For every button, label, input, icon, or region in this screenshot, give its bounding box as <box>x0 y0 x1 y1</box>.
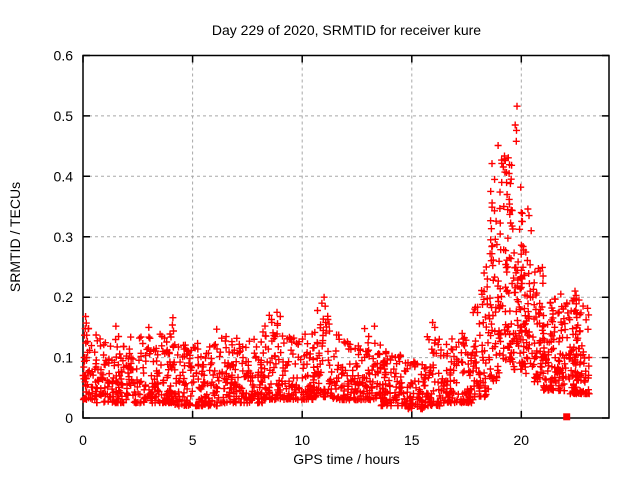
tick-marks <box>82 54 609 419</box>
y-tick-label: 0.2 <box>54 289 74 305</box>
y-tick-label: 0.4 <box>54 168 74 184</box>
x-tick-labels: 0 5 10 15 20 <box>79 432 529 448</box>
y-tick-labels: 0 0.1 0.2 0.3 0.4 0.5 0.6 <box>54 48 74 427</box>
special-point-square <box>563 413 571 421</box>
y-tick-label: 0.6 <box>54 48 74 64</box>
y-tick-label: 0 <box>65 410 73 426</box>
x-tick-label: 15 <box>404 432 420 448</box>
y-tick-label: 0.5 <box>54 108 74 124</box>
y-tick-label: 0.3 <box>54 229 74 245</box>
grid-lines <box>83 55 609 418</box>
chart-title: Day 229 of 2020, SRMTID for receiver kur… <box>211 22 482 38</box>
x-tick-label: 20 <box>514 432 530 448</box>
scatter-points <box>79 102 593 413</box>
x-tick-label: 5 <box>189 432 197 448</box>
y-tick-label: 0.1 <box>54 350 74 366</box>
y-axis-label: SRMTID / TECUs <box>7 181 23 293</box>
x-tick-label: 10 <box>294 432 310 448</box>
x-axis-label: GPS time / hours <box>293 451 400 467</box>
x-tick-label: 0 <box>79 432 87 448</box>
